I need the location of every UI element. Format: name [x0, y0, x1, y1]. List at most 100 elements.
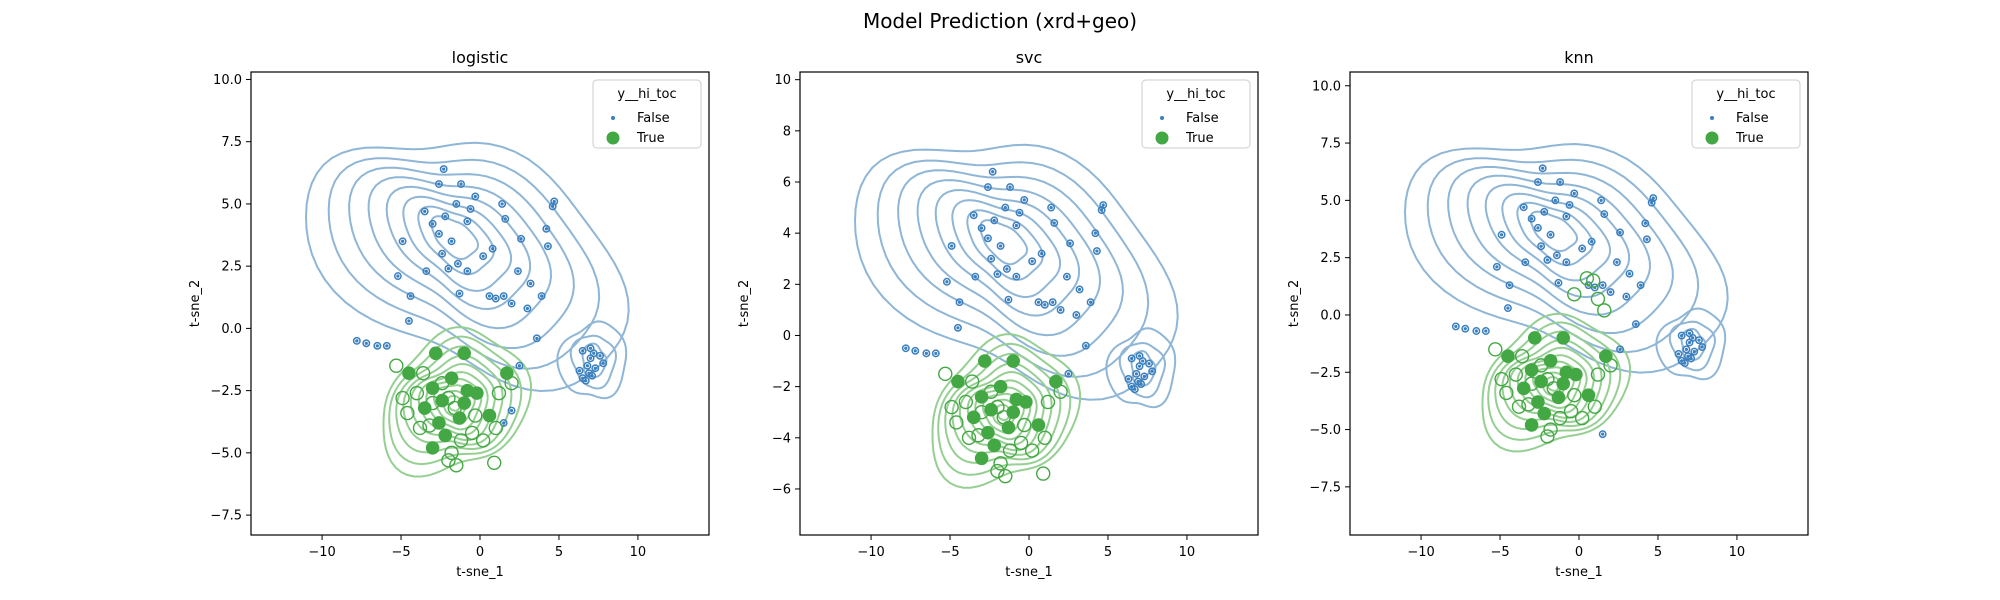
point-false-hollow	[398, 237, 407, 246]
point-false	[437, 182, 441, 186]
false-density-contour	[367, 176, 553, 330]
point-false	[1014, 275, 1018, 279]
point-false	[1536, 180, 1540, 184]
point-false	[1558, 180, 1562, 184]
point-false	[546, 244, 550, 248]
point-true	[500, 366, 514, 380]
y-tick-label: 2	[783, 278, 791, 293]
point-false	[528, 281, 533, 286]
point-true-hollow	[1597, 303, 1612, 318]
point-false-hollow	[1698, 343, 1707, 351]
point-false	[1687, 340, 1692, 345]
point-false	[1052, 221, 1056, 225]
point-false-hollow	[1492, 262, 1501, 271]
point-true-hollow	[475, 433, 491, 448]
point-false-hollow	[1130, 385, 1139, 394]
point-false	[1065, 275, 1069, 279]
point-true	[993, 379, 1008, 394]
plot-area	[853, 143, 1179, 489]
true-density-contour	[1494, 330, 1612, 431]
point-false	[1651, 196, 1655, 200]
point-false-hollow	[1472, 327, 1481, 335]
point-false-hollow	[485, 292, 494, 300]
point-false	[1142, 374, 1146, 379]
point-false	[1137, 364, 1142, 368]
point-false	[1074, 313, 1078, 317]
legend-label-false: False	[1736, 111, 1769, 126]
point-false-hollow	[1148, 367, 1157, 376]
point-false	[1150, 369, 1154, 373]
point-false-hollow	[583, 361, 592, 370]
point-false-hollow	[434, 180, 443, 188]
legend-label-true: True	[636, 131, 665, 146]
point-false	[481, 254, 485, 258]
point-false	[1602, 212, 1606, 216]
false-density-contour	[1118, 341, 1167, 399]
point-true-hollow	[453, 433, 469, 448]
point-false	[1638, 283, 1643, 287]
point-false	[1006, 298, 1011, 302]
point-true	[1524, 418, 1539, 432]
false-density-contour	[430, 215, 480, 261]
point-true	[1019, 395, 1033, 409]
point-false	[1700, 345, 1704, 349]
point-false-hollow	[1006, 183, 1014, 192]
point-false-hollow	[1135, 362, 1144, 371]
point-true-hollow	[1508, 367, 1524, 382]
x-tick-label: 10	[1729, 545, 1746, 560]
point-false	[1093, 231, 1097, 235]
point-false	[1601, 283, 1605, 287]
true-density-contour	[1487, 321, 1622, 441]
figure-title: Model Prediction (xrd+geo)	[863, 9, 1137, 33]
point-true-hollow	[491, 385, 507, 401]
point-true	[1599, 349, 1613, 364]
point-false-hollow	[988, 167, 997, 176]
x-tick-label: −10	[1407, 545, 1434, 560]
point-false	[957, 300, 962, 304]
point-false-hollow	[1612, 258, 1621, 267]
false-density-contour	[569, 334, 618, 390]
point-false-hollow	[1050, 218, 1059, 227]
point-false	[502, 294, 506, 298]
point-false-hollow	[955, 298, 964, 307]
point-false-hollow	[1066, 239, 1075, 248]
point-false-hollow	[501, 214, 510, 223]
point-true	[1581, 388, 1596, 402]
y-tick-label: 5.0	[221, 197, 242, 212]
x-tick-label: −5	[1490, 545, 1509, 560]
point-false-hollow	[1677, 331, 1686, 340]
legend-marker-true	[1155, 131, 1169, 145]
point-false-hollow	[507, 406, 516, 415]
y-tick-label: −6	[772, 482, 791, 497]
point-false-hollow	[422, 267, 431, 276]
point-false	[1049, 205, 1053, 210]
point-false	[1590, 240, 1594, 244]
false-density-contour	[1655, 307, 1727, 381]
point-false-hollow	[1690, 347, 1699, 356]
false-density-contour	[402, 195, 513, 292]
point-false-hollow	[1546, 230, 1555, 239]
legend-marker-false	[1710, 116, 1714, 120]
y-tick-label: 8	[783, 124, 791, 139]
point-false	[539, 294, 544, 298]
point-false-hollow	[599, 359, 608, 368]
point-false-hollow	[969, 211, 978, 220]
y-tick-label: 0	[783, 329, 791, 344]
point-false	[1134, 372, 1138, 376]
legend: y__hi_toc False True	[592, 79, 702, 149]
point-false-hollow	[382, 341, 391, 350]
point-false-hollow	[1001, 203, 1010, 212]
point-false	[1634, 322, 1638, 326]
point-false-hollow	[1625, 269, 1634, 278]
y-tick-label: 10.0	[1312, 79, 1341, 94]
point-false	[1618, 347, 1622, 351]
false-density-contour	[1516, 201, 1594, 267]
point-false-hollow	[1527, 214, 1536, 223]
point-false	[1014, 223, 1018, 228]
point-false	[1095, 249, 1099, 253]
point-true-hollow	[1013, 435, 1029, 451]
point-false	[1522, 205, 1526, 209]
point-false	[456, 262, 460, 266]
point-false-hollow	[1598, 430, 1607, 439]
